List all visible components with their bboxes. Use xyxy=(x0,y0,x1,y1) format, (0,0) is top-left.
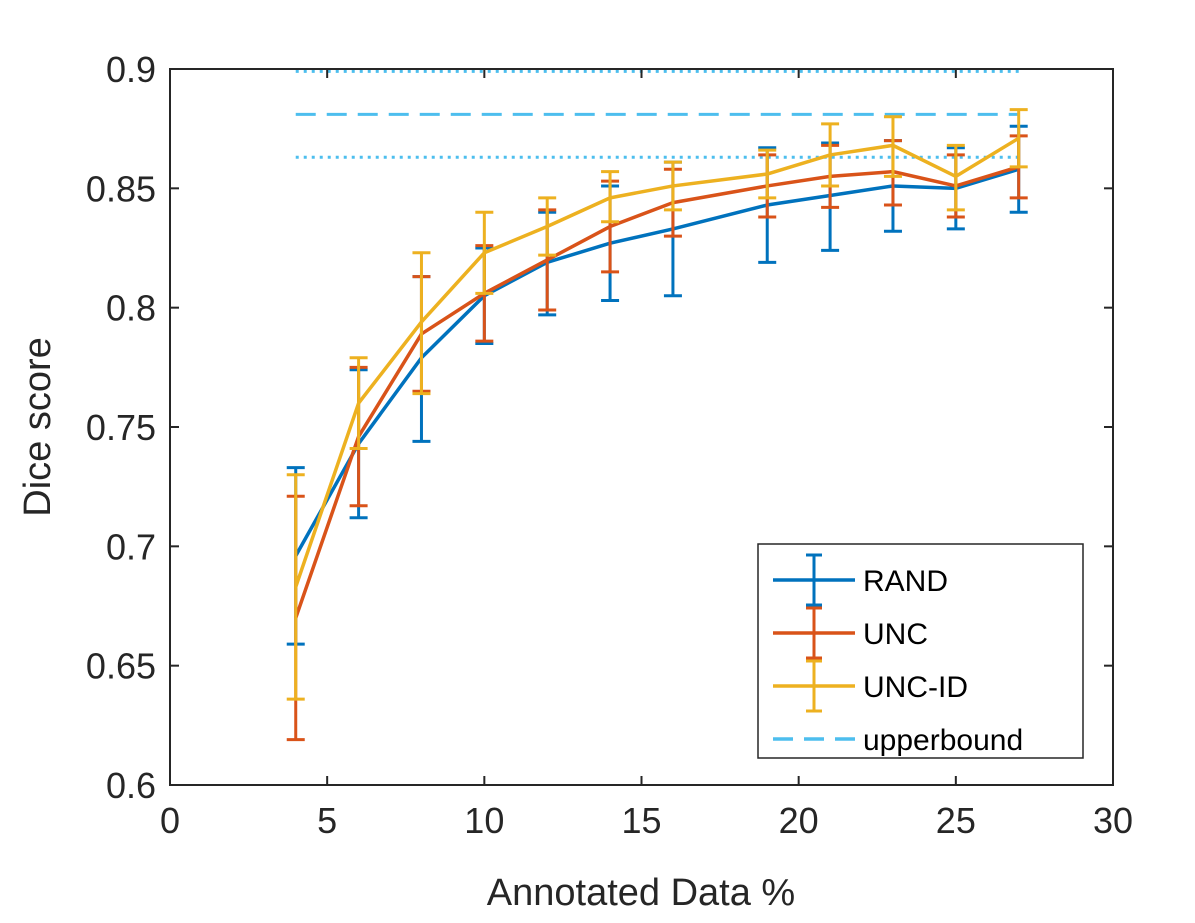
series-line-unc-id xyxy=(294,136,1020,588)
y-tick-label: 0.65 xyxy=(86,646,156,687)
x-tick-label: 15 xyxy=(621,800,661,841)
legend: RAND UNC UNC-ID upperbound xyxy=(757,543,1084,759)
x-tick-label: 5 xyxy=(317,800,337,841)
axis-ticks: 0 5 10 15 20 25 30 0.6 0.65 0.7 0.75 0.8 0.85 0.9 xyxy=(86,49,1133,841)
y-tick-label: 0.9 xyxy=(106,49,156,90)
x-tick-label: 20 xyxy=(779,800,819,841)
legend-label-upperbound: upperbound xyxy=(863,724,1023,757)
series-layer xyxy=(286,108,1028,742)
y-tick-label: 0.75 xyxy=(86,407,156,448)
x-axis-label: Annotated Data % xyxy=(487,872,795,914)
y-tick-label: 0.85 xyxy=(86,168,156,209)
y-tick-label: 0.6 xyxy=(106,765,156,806)
legend-label-rand: RAND xyxy=(863,565,948,598)
series-unc-id xyxy=(286,108,1028,701)
x-tick-label: 10 xyxy=(464,800,504,841)
y-tick-label: 0.7 xyxy=(106,526,156,567)
reference-lines xyxy=(295,69,1019,159)
series-line-unc xyxy=(294,165,1020,619)
x-tick-label: 25 xyxy=(936,800,976,841)
y-axis-label: Dice score xyxy=(17,337,59,517)
y-tick-label: 0.8 xyxy=(106,288,156,329)
legend-label-unc: UNC xyxy=(863,618,928,651)
series-line-rand xyxy=(294,167,1020,557)
x-tick-label: 0 xyxy=(160,800,180,841)
legend-label-unc-id: UNC-ID xyxy=(863,671,968,704)
x-tick-label: 30 xyxy=(1093,800,1133,841)
